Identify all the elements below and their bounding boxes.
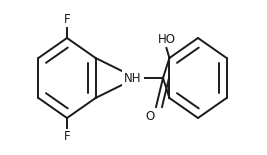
Text: O: O — [145, 111, 155, 124]
Text: HO: HO — [158, 33, 175, 46]
Text: F: F — [64, 130, 70, 143]
Text: NH: NH — [124, 71, 142, 84]
Text: F: F — [64, 13, 70, 26]
